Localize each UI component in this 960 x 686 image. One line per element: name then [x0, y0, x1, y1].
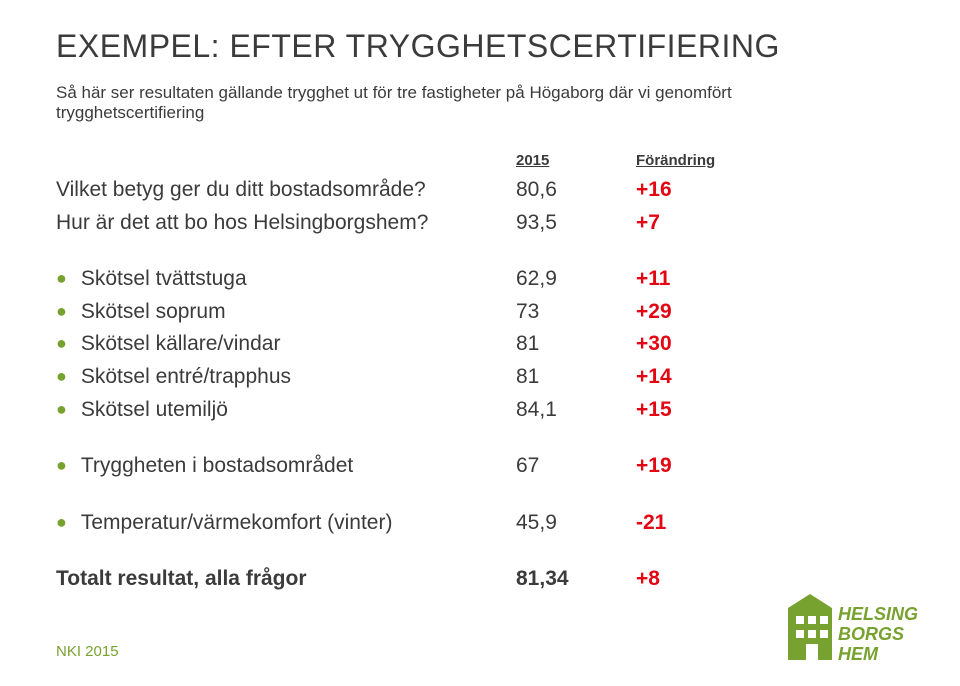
bullet-icon: ● — [56, 513, 67, 531]
logo-text-mid: BORGS — [838, 624, 904, 644]
bullet-icon: ● — [56, 456, 67, 474]
bullet-icon: ● — [56, 400, 67, 418]
q2-change: +7 — [636, 207, 756, 240]
trygg-label: Tryggheten i bostadsområdet — [81, 450, 353, 483]
header-change: Förändring — [636, 149, 756, 172]
bullet-val: 84,1 — [516, 394, 636, 427]
bullet-label: Skötsel entré/trapphus — [81, 361, 291, 394]
total-row: Totalt resultat, alla frågor 81,34 +8 — [56, 563, 904, 596]
bullet-val: 81 — [516, 328, 636, 361]
bullet-icon: ● — [56, 269, 67, 287]
table-header: 2015 Förändring — [56, 149, 904, 172]
bullet-label: Skötsel soprum — [81, 296, 226, 329]
bullet-val: 81 — [516, 361, 636, 394]
bullet-change: +14 — [636, 361, 756, 394]
logo-text-bot: HEM — [838, 644, 879, 664]
question-row: Vilket betyg ger du ditt bostadsområde? … — [56, 174, 904, 207]
bullet-icon: ● — [56, 367, 67, 385]
bullet-label: Skötsel utemiljö — [81, 394, 228, 427]
q2-label: Hur är det att bo hos Helsingborgshem? — [56, 207, 516, 240]
temp-change: -21 — [636, 507, 756, 540]
bullet-label: Skötsel källare/vindar — [81, 328, 281, 361]
temp-label: Temperatur/värmekomfort (vinter) — [81, 507, 393, 540]
list-item: ● Skötsel tvättstuga 62,9 +11 — [56, 263, 904, 296]
bullet-change: +29 — [636, 296, 756, 329]
trygg-change: +19 — [636, 450, 756, 483]
logo-text-top: HELSING — [838, 604, 918, 624]
bullet-val: 73 — [516, 296, 636, 329]
q1-label: Vilket betyg ger du ditt bostadsområde? — [56, 174, 516, 207]
footer-label: NKI 2015 — [56, 643, 119, 660]
total-label: Totalt resultat, alla frågor — [56, 563, 516, 596]
list-item: ● Temperatur/värmekomfort (vinter) 45,9 -… — [56, 507, 904, 540]
bullet-icon: ● — [56, 302, 67, 320]
q1-val: 80,6 — [516, 174, 636, 207]
list-item: ● Skötsel soprum 73 +29 — [56, 296, 904, 329]
q2-val: 93,5 — [516, 207, 636, 240]
list-item: ● Skötsel källare/vindar 81 +30 — [56, 328, 904, 361]
trygg-val: 67 — [516, 450, 636, 483]
bullet-icon: ● — [56, 334, 67, 352]
list-item: ● Skötsel entré/trapphus 81 +14 — [56, 361, 904, 394]
bullet-label: Skötsel tvättstuga — [81, 263, 247, 296]
brand-logo: HELSING BORGS HEM — [782, 590, 932, 668]
bullet-change: +11 — [636, 263, 756, 296]
page-title: EXEMPEL: EFTER TRYGGHETSCERTIFIERING — [56, 28, 904, 65]
slide-root: EXEMPEL: EFTER TRYGGHETSCERTIFIERING Så … — [0, 0, 960, 686]
intro-text: Så här ser resultaten gällande trygghet … — [56, 83, 836, 123]
bullet-change: +15 — [636, 394, 756, 427]
q1-change: +16 — [636, 174, 756, 207]
total-change: +8 — [636, 563, 756, 596]
bullet-val: 62,9 — [516, 263, 636, 296]
temp-val: 45,9 — [516, 507, 636, 540]
list-item: ● Tryggheten i bostadsområdet 67 +19 — [56, 450, 904, 483]
question-row: Hur är det att bo hos Helsingborgshem? 9… — [56, 207, 904, 240]
total-val: 81,34 — [516, 563, 636, 596]
list-item: ● Skötsel utemiljö 84,1 +15 — [56, 394, 904, 427]
bullet-change: +30 — [636, 328, 756, 361]
header-year: 2015 — [516, 149, 636, 172]
